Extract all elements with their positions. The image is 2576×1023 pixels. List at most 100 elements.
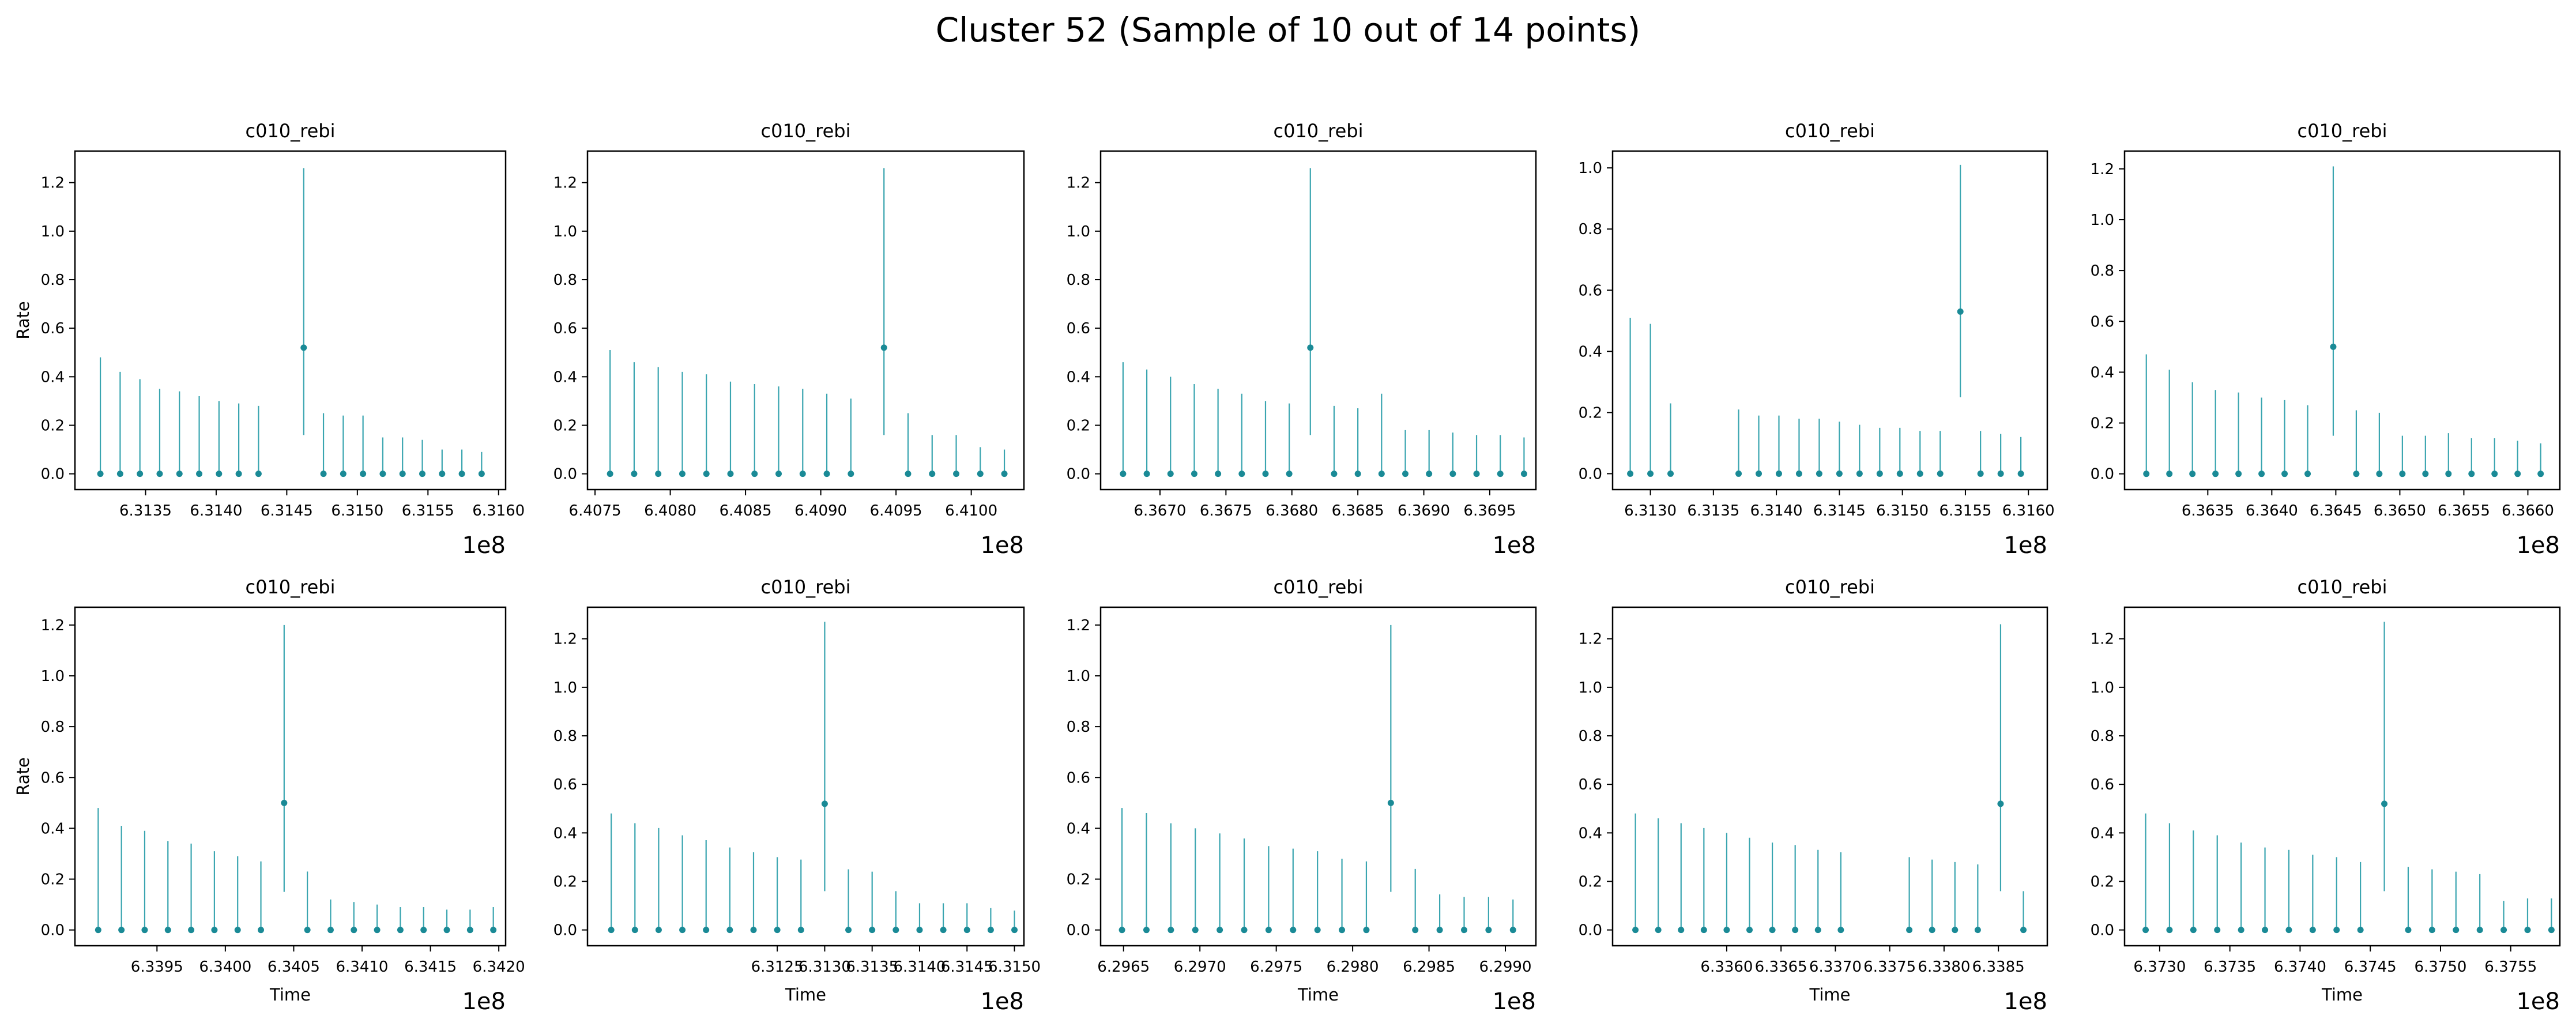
- panel-10-point: [2357, 927, 2364, 934]
- panel-6-ytick-label: 0.8: [41, 719, 65, 736]
- panel-4-xtick-label: 6.3140: [1750, 502, 1803, 520]
- panel-7-xtick-label: 6.3135: [846, 958, 898, 976]
- panel-9-ytick-label: 0.2: [1579, 873, 1602, 890]
- panel-5-point: [2258, 471, 2265, 477]
- panel-1-point: [379, 471, 386, 477]
- panel-1-ytick-label: 0.6: [41, 320, 65, 337]
- panel-5-offset-text: 1e8: [2516, 532, 2560, 559]
- panel-9-xtick-label: 6.3360: [1700, 958, 1753, 976]
- panel-4-xtick-label: 6.3145: [1813, 502, 1866, 520]
- panel-9-point: [1792, 927, 1799, 934]
- panel-4-ytick-label: 0.2: [1579, 404, 1602, 422]
- panel-10-point: [2285, 927, 2292, 934]
- panel-6-point: [490, 927, 497, 934]
- panel-6-xtick-label: 6.3400: [199, 958, 251, 976]
- panel-4-point: [1836, 470, 1843, 477]
- panel-7-point: [631, 927, 638, 934]
- panel-5-point: [2445, 471, 2452, 477]
- panel-9-title: c010_rebi: [1785, 576, 1875, 598]
- panel-1-ytick-label: 0.0: [41, 466, 65, 483]
- panel-7-xtick-label: 6.3130: [799, 958, 851, 976]
- panel-1-point: [255, 471, 262, 477]
- panel-3-point: [1238, 471, 1245, 477]
- panel-5-point: [2399, 471, 2406, 477]
- panel-8-xtick-label: 6.2980: [1327, 958, 1379, 976]
- panel-6-ytick-label: 0.6: [41, 769, 65, 787]
- panel-2-point: [775, 471, 782, 477]
- panel-5-point: [2514, 471, 2521, 477]
- panel-3-point: [1378, 471, 1385, 477]
- panel-10-point: [2166, 927, 2173, 934]
- panel-6-point: [281, 799, 288, 806]
- panel-6-point: [374, 927, 381, 934]
- panel-10-point: [2453, 927, 2460, 934]
- panel-5-xtick-label: 6.3645: [2310, 502, 2362, 520]
- panel-1-axes-frame: [74, 150, 507, 491]
- panel-3-point: [1331, 471, 1338, 477]
- panel-1-point: [399, 471, 406, 477]
- panel-10-xtick-label: 6.3730: [2133, 958, 2186, 976]
- panel-3-point: [1143, 471, 1150, 477]
- panel-7-point: [1011, 927, 1018, 934]
- panel-9-point: [1655, 927, 1662, 934]
- panel-5-ytick-label: 0.0: [2091, 466, 2114, 483]
- panel-4-point: [1735, 470, 1742, 477]
- panel-5-ytick-label: 0.4: [2091, 364, 2114, 381]
- panel-3-point: [1286, 471, 1293, 477]
- panel-7-xtick-label: 6.3140: [893, 958, 946, 976]
- panel-1-offset-text: 1e8: [462, 532, 506, 559]
- panel-6-xtick-label: 6.3405: [268, 958, 320, 976]
- panel-2-axes-frame: [586, 150, 1025, 491]
- panel-4-ytick-label: 1.0: [1579, 160, 1602, 177]
- panel-1-ytick-label: 0.4: [41, 368, 65, 386]
- panel-8-point: [1387, 799, 1394, 806]
- panel-8-point: [1168, 927, 1174, 934]
- panel-3-axes-frame: [1099, 150, 1537, 491]
- panel-8-point: [1217, 927, 1223, 934]
- panel-7-point: [892, 927, 899, 934]
- panel-1-ylabel: Rate: [13, 301, 33, 340]
- panel-9-point: [2020, 927, 2027, 934]
- panel-1-ytick-label: 0.8: [41, 272, 65, 289]
- panel-7-point: [869, 927, 876, 934]
- panel-5-xtick-label: 6.3660: [2502, 502, 2554, 520]
- panel-9-point: [1997, 800, 2004, 807]
- panel-9-ytick-label: 0.6: [1579, 776, 1602, 793]
- panel-4-ytick-label: 0.6: [1579, 282, 1602, 299]
- panel-1-point: [156, 471, 163, 477]
- panel-2-point: [929, 471, 936, 477]
- panel-7-offset-text: 1e8: [980, 988, 1024, 1015]
- panel-7-point: [774, 927, 781, 934]
- panel-4-point: [1667, 470, 1674, 477]
- panel-2-point: [880, 344, 887, 351]
- panel-9-ytick-label: 0.0: [1579, 922, 1602, 939]
- panel-7-point: [655, 927, 662, 934]
- panel-9-ytick-label: 1.2: [1579, 631, 1602, 648]
- panel-9-point: [1678, 927, 1685, 934]
- panel-8-xtick-label: 6.2990: [1479, 958, 1532, 976]
- panel-4-point: [1876, 470, 1883, 477]
- panel-8-xtick-label: 6.2970: [1174, 958, 1226, 976]
- panel-8-point: [1509, 927, 1516, 934]
- panel-3-point: [1426, 471, 1433, 477]
- panel-2-point: [977, 471, 984, 477]
- panel-2-xtick-label: 6.4085: [720, 502, 772, 520]
- panel-4-point: [1916, 470, 1923, 477]
- panel-8-point: [1265, 927, 1272, 934]
- panel-10-ytick-label: 0.2: [2091, 873, 2114, 890]
- panel-9-xtick-label: 6.3380: [1918, 958, 1970, 976]
- panel-1-ytick-label: 1.0: [41, 223, 65, 240]
- panel-1-xtick-label: 6.3140: [190, 502, 242, 520]
- panel-3-ytick-label: 1.2: [1067, 175, 1090, 192]
- panel-4-xtick-label: 6.3160: [2002, 502, 2055, 520]
- panel-6-xtick-label: 6.3410: [336, 958, 389, 976]
- panel-1-xtick-label: 6.3160: [472, 502, 525, 520]
- panel-2-xtick-label: 6.4090: [794, 502, 847, 520]
- panel-6-ytick-label: 1.0: [41, 668, 65, 685]
- panel-1-point: [97, 471, 104, 477]
- panel-7-point: [821, 800, 828, 807]
- panel-2-point: [655, 471, 662, 477]
- panel-9-ytick-label: 1.0: [1579, 679, 1602, 697]
- panel-2-ytick-label: 1.0: [553, 223, 577, 240]
- panel-3-point: [1307, 344, 1314, 351]
